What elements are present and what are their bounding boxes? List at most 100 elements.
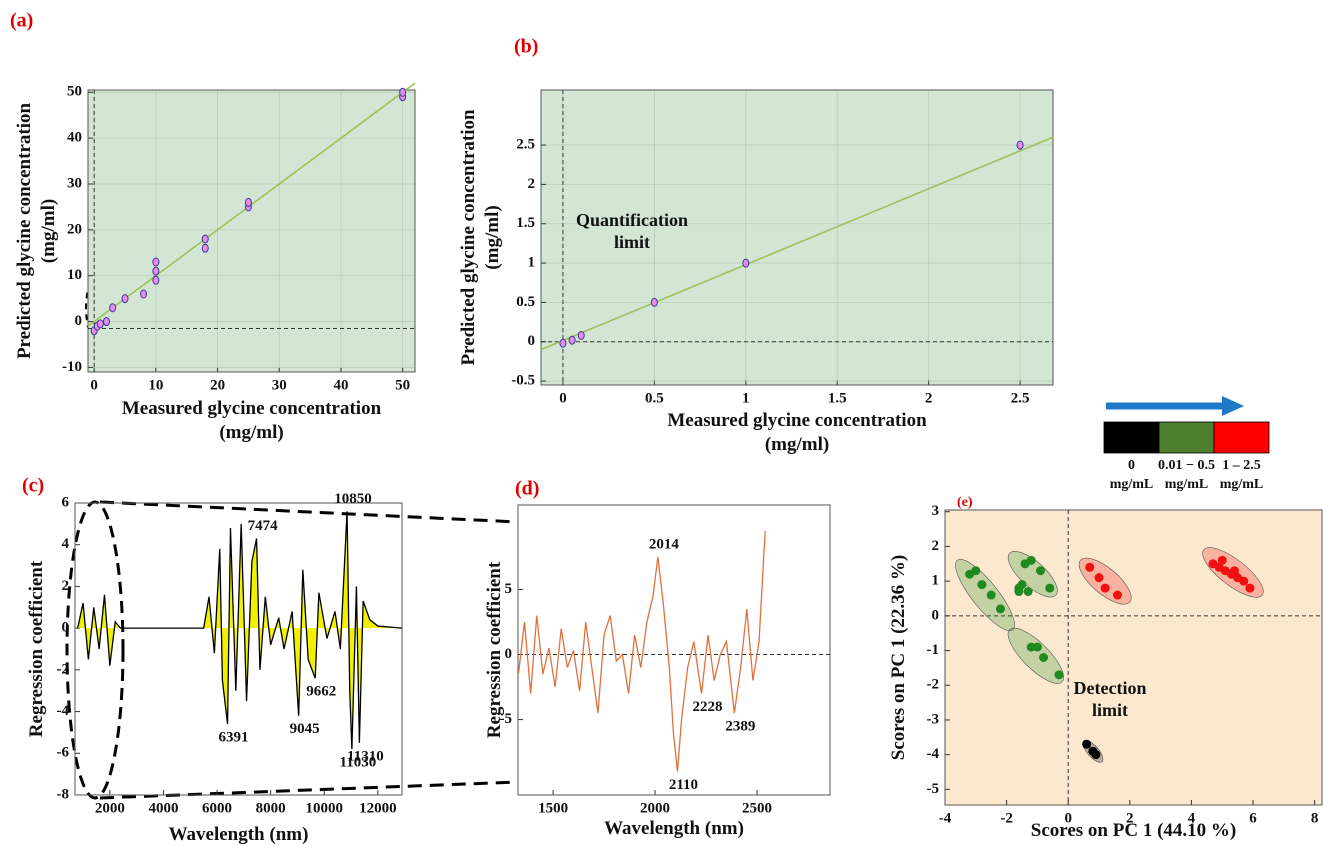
peak-label: 9045 <box>290 721 320 737</box>
y-tick-label: 1 <box>528 255 536 271</box>
plot-background <box>541 90 1053 385</box>
x-tick-label: 20 <box>210 377 225 393</box>
peak-label: 9662 <box>306 684 336 700</box>
y-axis-title-line: Predicted glycine concentration <box>458 109 479 366</box>
panel-label: (b) <box>514 36 538 58</box>
y-tick-label: -3 <box>927 711 940 727</box>
fit-line <box>540 136 1054 351</box>
data-point <box>995 604 1005 614</box>
data-point <box>1026 555 1036 565</box>
x-axis-title-line: (mg/ml) <box>765 434 829 455</box>
x-tick-label: 1500 <box>538 800 568 816</box>
x-tick-label: 8 <box>1311 810 1319 826</box>
plot-background <box>88 90 415 372</box>
y-tick-label: 2 <box>528 176 536 192</box>
data-point <box>121 294 129 304</box>
zoom-line <box>99 500 519 524</box>
y-tick-label: -8 <box>57 786 70 802</box>
plot-frame <box>87 89 416 373</box>
legend-swatch <box>1213 421 1270 454</box>
y-tick-label: 10 <box>67 267 82 283</box>
data-point <box>399 87 407 97</box>
data-point <box>152 257 160 267</box>
legend-swatch <box>1158 421 1215 454</box>
peak-label: 7474 <box>248 518 279 534</box>
y-tick-label: -10 <box>62 359 82 375</box>
peak-label: 2014 <box>649 536 680 552</box>
y-axis-title-line: (mg/ml) <box>38 199 59 263</box>
x-tick-label: 2500 <box>742 800 772 816</box>
x-axis-title: Wavelength (nm) <box>169 824 309 845</box>
y-axis-title-line: (mg/ml) <box>482 205 503 269</box>
x-tick-label: -4 <box>939 810 952 826</box>
y-tick-label: 3 <box>932 503 940 519</box>
panel-label: (e) <box>957 495 973 510</box>
x-axis-title-line: Wavelength (nm) <box>169 824 309 845</box>
peak-label: 10850 <box>334 491 372 507</box>
y-axis-title: Scores on PC 1 (22.36 %) <box>888 555 909 760</box>
y-tick-label: 30 <box>67 175 82 191</box>
panel-label: (c) <box>22 475 44 497</box>
y-tick-label: 0 <box>932 607 940 623</box>
y-axis-title: Regression coefficient <box>484 561 505 738</box>
data-point <box>1217 555 1227 565</box>
x-tick-label: 40 <box>333 377 348 393</box>
y-tick-label: -4 <box>927 746 940 762</box>
y-tick-label: -0.5 <box>511 373 535 389</box>
y-axis-title-line: Regression coefficient <box>26 560 47 737</box>
y-tick-label: -4 <box>57 703 70 719</box>
x-axis-title-line: Wavelength (nm) <box>604 818 744 839</box>
y-tick-label: 20 <box>67 221 82 237</box>
plot-background <box>945 510 1322 805</box>
data-point <box>1017 580 1027 590</box>
legend-label-line: mg/mL <box>1110 477 1154 492</box>
y-tick-label: 5 <box>505 581 513 597</box>
x-tick-label: -2 <box>1000 810 1013 826</box>
y-tick-label: -5 <box>927 781 940 797</box>
annotation-line: Detection <box>1074 678 1147 698</box>
spectrum-line <box>517 530 766 772</box>
annotation-line: limit <box>1092 700 1128 720</box>
x-tick-label: 4000 <box>148 800 178 816</box>
zoom-region <box>65 500 125 800</box>
group-ellipse <box>1007 627 1064 684</box>
peak-label: 11030 <box>340 755 377 771</box>
legend-label-line: mg/mL <box>1165 477 1209 492</box>
y-tick-label: 2.5 <box>516 137 535 153</box>
panel-label: (a) <box>10 10 33 32</box>
annotation: Detection limit <box>1074 678 1147 720</box>
x-tick-label: 2 <box>1126 810 1134 826</box>
data-point <box>650 297 658 307</box>
x-axis-title: Measured glycine concentration (mg/ml) <box>122 398 382 443</box>
data-point <box>1091 750 1101 760</box>
data-point <box>152 266 160 276</box>
data-point <box>1085 562 1095 572</box>
legend-label-line: 0 <box>1128 458 1135 473</box>
data-point <box>1032 642 1042 652</box>
y-tick-label: -2 <box>927 677 940 693</box>
data-point <box>1045 583 1055 593</box>
plot-frame <box>517 504 831 796</box>
y-axis-title: Predicted glycine concentration (mg/ml) <box>14 103 59 360</box>
spectrum-line <box>77 511 403 750</box>
y-tick-label: -2 <box>57 661 70 677</box>
x-tick-label: 0.5 <box>645 390 664 406</box>
data-point <box>1023 587 1033 597</box>
data-point <box>977 580 987 590</box>
annotation-line: Quantification <box>576 210 688 230</box>
data-point <box>1035 566 1045 576</box>
x-tick-label: 12000 <box>359 800 397 816</box>
x-tick-label: 6 <box>1249 810 1257 826</box>
plot-frame <box>74 502 403 796</box>
legend-label: 1 – 2.5 mg/mL <box>1220 458 1264 492</box>
peak-label: 11310 <box>347 748 384 764</box>
data-point <box>1014 587 1024 597</box>
peak-label: 2228 <box>693 699 723 715</box>
data-point <box>1054 670 1064 680</box>
x-tick-label: 50 <box>395 377 410 393</box>
x-tick-label: 10000 <box>306 800 344 816</box>
scale-arrow-head <box>1222 396 1244 416</box>
x-axis-title: Wavelength (nm) <box>604 818 744 839</box>
x-tick-label: 1.5 <box>828 390 847 406</box>
data-point <box>244 197 252 207</box>
